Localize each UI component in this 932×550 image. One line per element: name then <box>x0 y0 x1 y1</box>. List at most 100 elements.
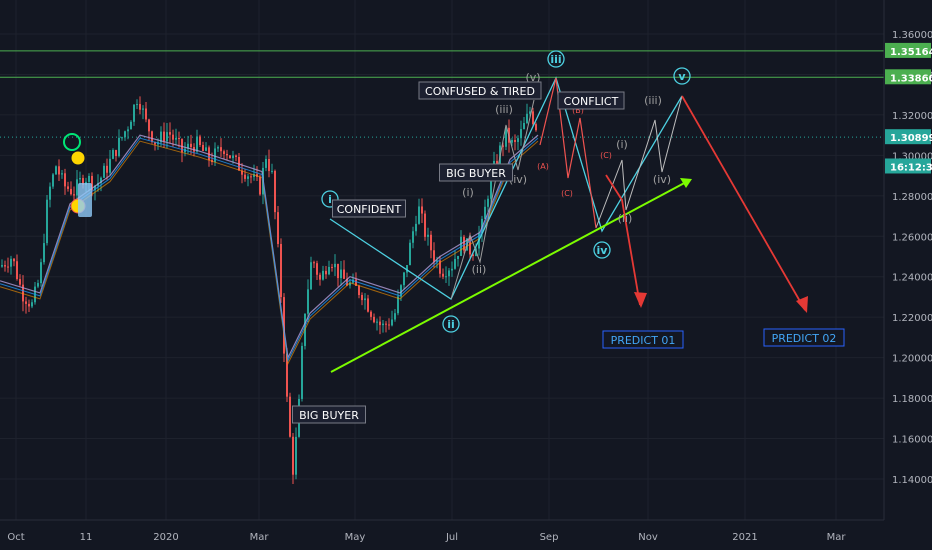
candle-body <box>226 153 228 156</box>
candle-body <box>358 285 360 296</box>
candle-body <box>28 303 30 307</box>
candle-body <box>58 166 60 175</box>
price-badge-label[interactable]: 16:12:33 <box>890 162 932 173</box>
candle-body <box>433 250 435 262</box>
candle-body <box>319 274 321 280</box>
candle-body <box>373 316 375 323</box>
price-tick-label[interactable]: 1.28000 <box>892 192 932 203</box>
time-tick-label[interactable]: Jul <box>445 532 458 543</box>
candle-body <box>82 178 84 185</box>
major-wave-label: iii <box>550 53 561 66</box>
minor-wave-label: (ii) <box>472 263 487 276</box>
candle-body <box>100 177 102 184</box>
price-badge[interactable] <box>885 42 931 58</box>
candle-body <box>391 319 393 326</box>
candle-body <box>328 266 330 275</box>
price-tick-label[interactable]: 1.22000 <box>892 313 932 324</box>
candle-body <box>322 270 324 280</box>
candle-body <box>526 113 528 124</box>
price-tick-label[interactable]: 1.36000 <box>892 30 932 41</box>
price-tick-label[interactable]: 1.24000 <box>892 273 932 284</box>
plot-background <box>0 0 884 520</box>
candle-body <box>436 260 438 262</box>
time-tick-label[interactable]: 11 <box>80 532 93 543</box>
candle-body <box>403 272 405 286</box>
time-tick-label[interactable]: 2020 <box>153 532 178 543</box>
annotation-label: CONFIDENT <box>337 203 402 216</box>
annotation-label: PREDICT 02 <box>772 332 837 345</box>
price-axis-background <box>884 0 932 550</box>
candle-body <box>10 258 12 267</box>
minor-wave-path-left <box>450 99 535 300</box>
predict-02-arrow-line <box>681 95 806 311</box>
candle-body <box>79 178 81 180</box>
candle-body <box>520 129 522 139</box>
candle-body <box>118 137 120 157</box>
candle-body <box>388 324 390 326</box>
annotation-label: PREDICT 01 <box>611 334 676 347</box>
candle-body <box>454 258 456 269</box>
candle-body <box>310 262 312 290</box>
signal-box-icon <box>78 183 92 217</box>
price-tick-label[interactable]: 1.18000 <box>892 394 932 405</box>
time-tick-label[interactable]: May <box>345 532 366 543</box>
price-badge[interactable] <box>885 158 931 174</box>
candle-body <box>529 111 531 114</box>
candle-body <box>427 234 429 237</box>
time-tick-label[interactable]: Nov <box>638 532 658 543</box>
candle-body <box>175 138 177 140</box>
candle-body <box>148 119 150 132</box>
candle-body <box>370 311 372 317</box>
candle-body <box>190 143 192 148</box>
price-axis[interactable]: 1.360001.340001.320001.300001.280001.260… <box>883 0 932 550</box>
candle-body <box>274 170 276 213</box>
candle-body <box>169 132 171 135</box>
candle-body <box>31 302 33 307</box>
price-tick-label[interactable]: 1.20000 <box>892 354 932 365</box>
price-tick-label[interactable]: 1.30000 <box>892 151 932 162</box>
candle-body <box>199 136 201 145</box>
time-tick-label[interactable]: Mar <box>827 532 847 543</box>
candle-body <box>1 265 3 267</box>
price-tick-label[interactable]: 1.16000 <box>892 435 932 446</box>
candle-body <box>196 136 198 152</box>
time-tick-label[interactable]: Sep <box>540 532 559 543</box>
candle-body <box>43 243 45 263</box>
candle-body <box>463 236 465 251</box>
price-tick-label[interactable]: 1.14000 <box>892 475 932 486</box>
price-badge-label[interactable]: 1.35164 <box>890 47 932 58</box>
time-tick-label[interactable]: Mar <box>250 532 270 543</box>
time-tick-label[interactable]: Oct <box>7 532 24 543</box>
time-axis[interactable]: Oct 11 2020 Mar May Jul Sep Nov 2021 Mar <box>0 519 884 550</box>
minor-wave-label: (iii) <box>495 103 513 116</box>
candle-body <box>64 173 66 187</box>
candle-body <box>19 278 21 285</box>
price-badge-label[interactable]: 1.33860 <box>890 73 932 84</box>
wave-drawings <box>329 76 808 373</box>
wave-labels: iiiiiiivv(i)(ii)(iii)(iv)(v)(iii)(i)(iv)… <box>321 50 691 333</box>
price-tick-label[interactable]: 1.32000 <box>892 111 932 122</box>
time-axis-background <box>0 520 884 550</box>
candle-body <box>367 298 369 312</box>
major-wave-circle <box>593 241 611 259</box>
candle-body <box>202 144 204 151</box>
price-badge[interactable] <box>885 69 931 85</box>
price-badge-label[interactable]: 1.30899 <box>890 133 932 144</box>
annotation-box <box>418 81 542 100</box>
price-levels <box>0 50 884 138</box>
candle-body <box>136 104 138 106</box>
price-tick-label[interactable]: 1.26000 <box>892 232 932 243</box>
annotation-box <box>439 163 513 182</box>
candle-body <box>25 301 27 304</box>
price-badge[interactable] <box>885 129 931 145</box>
time-tick-label[interactable]: 2021 <box>732 532 757 543</box>
candle-body <box>280 243 282 298</box>
annotation-box <box>557 91 625 110</box>
candle-body <box>247 176 249 179</box>
candle-body <box>523 123 525 130</box>
candle-body <box>457 255 459 259</box>
candle-body <box>166 132 168 142</box>
candle-body <box>469 238 471 255</box>
